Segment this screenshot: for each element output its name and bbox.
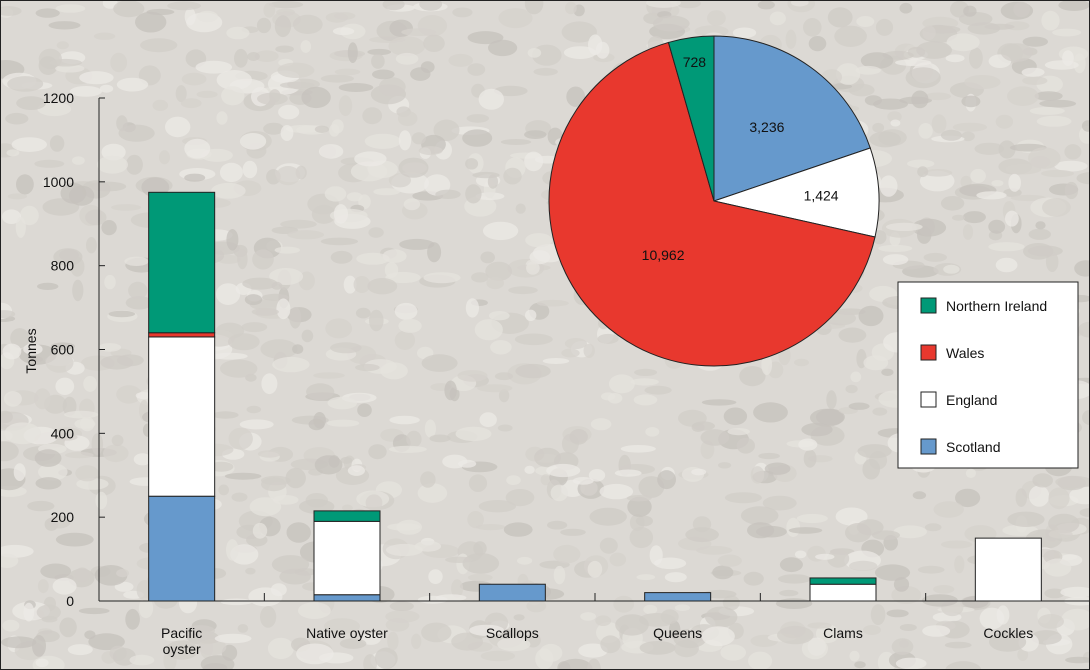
bar-segment-england <box>148 336 216 497</box>
bar-segment-northern-ireland <box>148 191 216 334</box>
legend-label: Northern Ireland <box>946 298 1047 314</box>
pie-label: 1,424 <box>804 187 839 203</box>
x-category-label: Cockles <box>983 625 1033 641</box>
bar-segment-scotland <box>478 583 546 602</box>
pie-slice-scotland <box>713 35 871 202</box>
y-tick-label: 1000 <box>43 174 74 190</box>
pie-slice-northern-ireland <box>667 35 715 202</box>
legend-label: England <box>946 392 997 408</box>
x-category-label: Queens <box>653 625 702 641</box>
pie-slice-wales <box>548 41 876 367</box>
pie-label: 3,236 <box>749 119 784 135</box>
pie-chart: 3,236 1,424 10,962 728 <box>548 35 880 367</box>
y-axis: 0 200 400 600 800 1000 1200 <box>43 90 105 609</box>
y-axis-label: Tonnes <box>23 328 39 373</box>
x-category-label: Clams <box>823 625 863 641</box>
bar-segment-northern-ireland <box>313 510 381 522</box>
bar-segment-england <box>313 520 381 596</box>
bar-segment-scotland <box>313 594 381 602</box>
x-axis: Pacific oyster Native oyster Scallops Queens… <box>99 593 1089 657</box>
x-category-label: Scallops <box>486 625 539 641</box>
x-category-label: Pacific oyster <box>161 625 202 657</box>
y-tick-label: 400 <box>51 425 75 441</box>
legend-swatch <box>920 344 937 361</box>
y-tick-label: 1200 <box>43 90 74 106</box>
y-tick-label: 600 <box>51 342 75 358</box>
legend-swatch <box>920 438 937 455</box>
y-tick-label: 200 <box>51 509 75 525</box>
legend-swatch <box>920 297 937 314</box>
legend-label: Wales <box>946 345 984 361</box>
bar-segment-scotland <box>644 592 712 602</box>
bar-series <box>148 191 1042 602</box>
pie-label: 10,962 <box>642 247 685 263</box>
y-tick-label: 0 <box>66 593 74 609</box>
bar-segment-england <box>974 537 1042 602</box>
x-category-label: Native oyster <box>306 625 388 641</box>
legend: Northern Ireland Wales England Scotland <box>897 281 1079 469</box>
y-tick-label: 800 <box>51 258 75 274</box>
bar-segment-england <box>809 583 877 602</box>
legend-swatch <box>920 391 937 408</box>
legend-label: Scotland <box>946 439 1000 455</box>
bar-segment-northern-ireland <box>809 577 877 585</box>
bar-segment-wales <box>148 332 216 338</box>
bar-segment-scotland <box>148 495 216 602</box>
pie-label: 728 <box>683 54 707 70</box>
pie-slice-england <box>712 147 880 238</box>
